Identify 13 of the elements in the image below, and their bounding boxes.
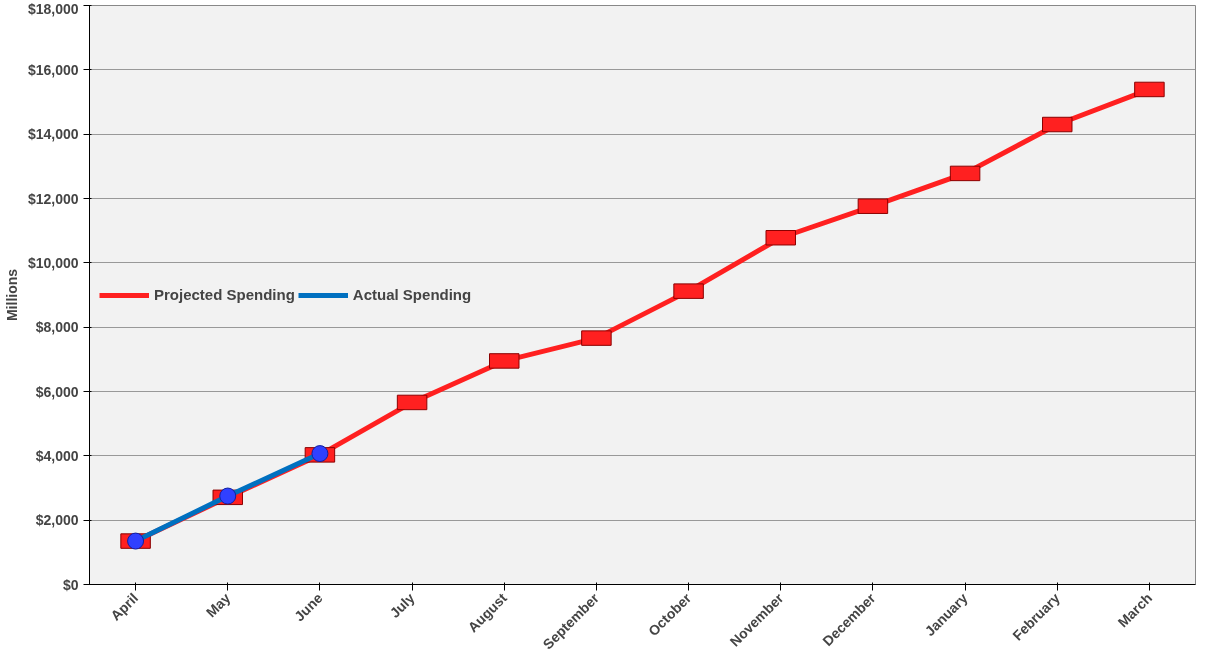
legend-label: Actual Spending (352, 286, 472, 303)
y-tick-label: $18,000 (27, 0, 79, 17)
y-tick-label: $8,000 (35, 319, 79, 336)
y-tick-label: $12,000 (27, 190, 79, 207)
y-tick-label: $2,000 (35, 512, 79, 529)
y-tick-label: $0 (62, 576, 79, 593)
y-tick-label: $6,000 (35, 383, 79, 400)
y-tick-label: $16,000 (27, 61, 79, 78)
y-tick-label: $4,000 (35, 447, 79, 464)
legend-label: Projected Spending (154, 286, 295, 303)
y-axis-title: Millions (3, 268, 20, 322)
y-tick-label: $14,000 (27, 126, 79, 143)
y-tick-label: $10,000 (27, 254, 79, 271)
